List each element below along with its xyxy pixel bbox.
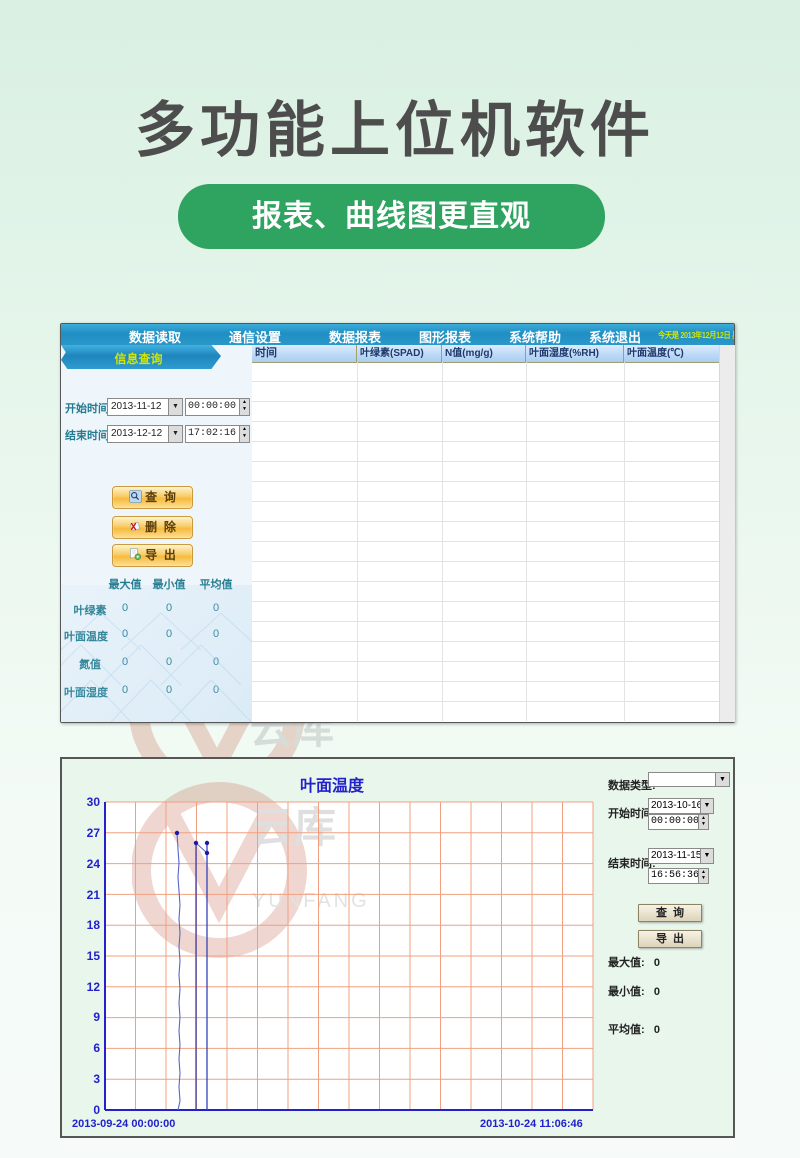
svg-text:云库: 云库 — [250, 723, 334, 752]
svg-text:15: 15 — [87, 949, 101, 963]
svg-text:6: 6 — [93, 1041, 100, 1055]
svg-text:9: 9 — [93, 1010, 100, 1024]
svg-text:2013-09-24 00:00:00: 2013-09-24 00:00:00 — [72, 1118, 175, 1130]
svg-text:2013-10-24 11:06:46: 2013-10-24 11:06:46 — [480, 1118, 583, 1130]
svg-text:3: 3 — [93, 1072, 100, 1086]
svg-text:12: 12 — [87, 980, 101, 994]
svg-text:21: 21 — [87, 888, 101, 902]
svg-text:18: 18 — [87, 918, 101, 932]
svg-text:27: 27 — [87, 826, 101, 840]
svg-text:30: 30 — [87, 795, 101, 809]
svg-text:0: 0 — [93, 1103, 100, 1117]
svg-text:24: 24 — [87, 857, 101, 871]
